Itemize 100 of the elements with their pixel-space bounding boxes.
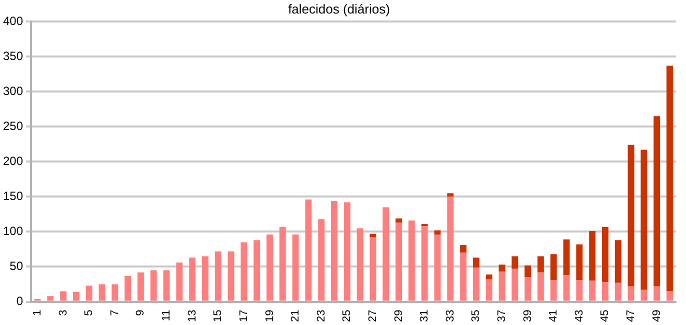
bar xyxy=(60,291,67,301)
x-tick-label: 9 xyxy=(134,310,147,316)
bar xyxy=(563,275,570,301)
bar xyxy=(589,280,596,301)
y-tick-label: 350 xyxy=(2,48,24,63)
bar xyxy=(563,239,570,276)
bar xyxy=(98,284,106,301)
bar xyxy=(640,290,648,301)
bar xyxy=(628,144,634,286)
bar xyxy=(176,262,183,301)
x-tick-label: 29 xyxy=(392,310,405,322)
y-tick-label: 50 xyxy=(10,259,24,274)
bar xyxy=(254,240,260,301)
bar xyxy=(524,265,532,278)
bar xyxy=(214,251,222,301)
bar xyxy=(292,234,299,301)
x-tick-label: 3 xyxy=(57,310,70,316)
bar xyxy=(356,228,364,301)
bar xyxy=(512,268,518,301)
bar xyxy=(537,272,544,301)
bar xyxy=(550,254,557,280)
bar xyxy=(228,251,234,301)
x-tick-label: 1 xyxy=(32,310,44,316)
bar xyxy=(382,207,390,301)
chart-title: falecidos (diários) xyxy=(288,1,390,16)
bar xyxy=(524,277,532,301)
bar xyxy=(408,220,415,301)
bar xyxy=(486,274,492,280)
y-tick-label: 300 xyxy=(2,84,24,98)
bar xyxy=(614,282,622,301)
bar xyxy=(434,230,441,235)
x-tick-label: 19 xyxy=(264,310,276,322)
bar xyxy=(86,286,92,301)
bar xyxy=(589,231,596,281)
bar xyxy=(124,276,132,301)
bar xyxy=(370,237,376,301)
bar xyxy=(331,200,338,301)
bar xyxy=(472,267,480,301)
bar xyxy=(396,222,402,301)
bar xyxy=(640,150,648,290)
bar xyxy=(396,218,402,223)
x-tick-label: 41 xyxy=(548,310,560,322)
bar xyxy=(576,280,583,301)
bar xyxy=(666,291,673,301)
bar xyxy=(654,116,660,286)
x-tick-label: 37 xyxy=(496,310,508,322)
bar xyxy=(189,258,196,301)
y-tick-label: 250 xyxy=(2,118,24,133)
bar xyxy=(447,193,454,197)
x-tick-label: 13 xyxy=(186,310,198,322)
x-tick-label: 21 xyxy=(290,310,302,322)
x-tick-label: 17 xyxy=(238,310,250,322)
bar xyxy=(344,202,350,301)
bar xyxy=(370,234,376,238)
bar xyxy=(202,256,208,301)
x-tick-label: 15 xyxy=(212,310,224,322)
bar xyxy=(628,286,634,301)
x-tick-label: 33 xyxy=(444,310,456,322)
x-tick-label: 35 xyxy=(470,310,482,322)
x-tick-label: 31 xyxy=(418,310,431,322)
bar xyxy=(72,292,80,301)
bar xyxy=(486,279,492,301)
x-tick-label: 7 xyxy=(108,310,121,316)
x-tick-label: 39 xyxy=(522,310,534,322)
x-tick-label: 5 xyxy=(83,310,96,316)
bar xyxy=(460,252,466,301)
bar xyxy=(550,280,557,301)
bar xyxy=(279,226,286,301)
y-tick-label: 150 xyxy=(2,189,24,204)
bar xyxy=(305,200,312,301)
bar xyxy=(421,226,428,301)
bar xyxy=(472,258,480,268)
bar xyxy=(163,270,170,301)
bar xyxy=(537,256,544,272)
bar xyxy=(498,264,506,272)
x-tick-label: 49 xyxy=(650,310,663,322)
bar xyxy=(614,240,622,283)
bar xyxy=(447,196,454,301)
bar xyxy=(150,270,157,301)
x-tick-label: 43 xyxy=(573,310,586,322)
x-tick-label: 25 xyxy=(341,310,354,322)
bar xyxy=(512,256,518,269)
y-tick-label: 400 xyxy=(2,14,24,28)
bar xyxy=(266,234,273,301)
x-tick-label: 47 xyxy=(625,310,638,322)
x-tick-label: 11 xyxy=(160,310,173,322)
bar xyxy=(654,286,660,301)
x-tick-label: 45 xyxy=(599,310,612,322)
bar xyxy=(666,66,673,292)
x-tick-label: 27 xyxy=(366,310,379,322)
bar xyxy=(318,219,325,301)
bar xyxy=(434,234,441,301)
bar xyxy=(602,226,608,282)
bar xyxy=(498,272,506,301)
bar xyxy=(460,245,466,253)
bar xyxy=(576,244,583,280)
y-tick-label: 200 xyxy=(2,154,24,168)
bar xyxy=(240,242,248,301)
bar xyxy=(112,284,118,301)
y-tick-label: 100 xyxy=(2,224,24,238)
